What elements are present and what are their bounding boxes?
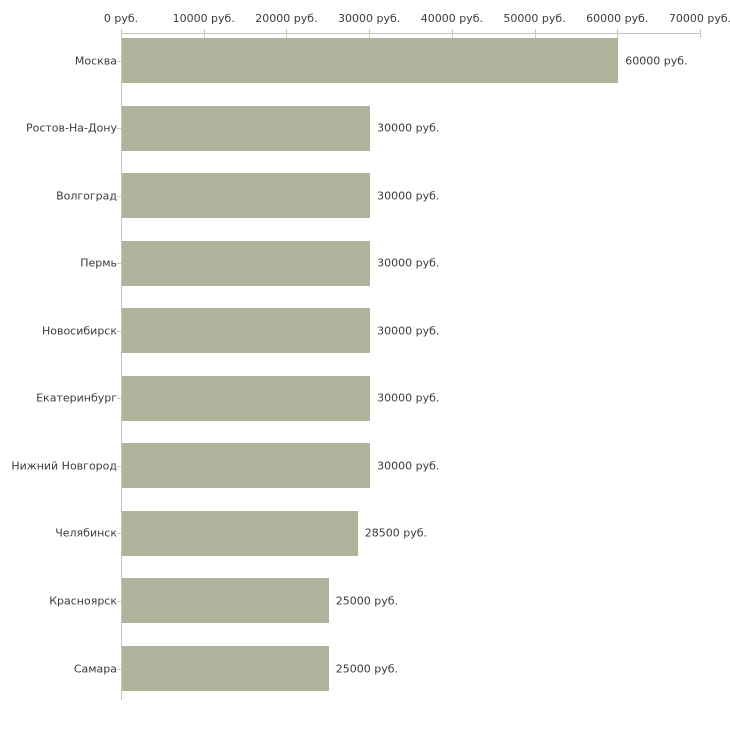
- value-label: 30000 руб.: [377, 121, 440, 135]
- x-tick-mark: [203, 29, 205, 38]
- x-tick-label: 50000 руб.: [503, 12, 566, 25]
- value-label: 60000 руб.: [625, 54, 688, 67]
- bar: [122, 38, 619, 83]
- x-tick-label: 70000 руб.: [668, 12, 730, 25]
- value-label: 25000 руб.: [335, 594, 399, 608]
- y-tick-mark: [117, 533, 122, 535]
- category-label: Ростов-На-Дону: [25, 121, 117, 135]
- y-tick-mark: [117, 128, 122, 130]
- x-tick-label: 30000 руб.: [338, 12, 401, 25]
- x-tick-mark: [451, 29, 453, 38]
- category-label: Волгоград: [56, 189, 117, 203]
- bar: [122, 510, 358, 556]
- value-label: 30000 руб.: [377, 459, 440, 473]
- category-label: Новосибирск: [41, 324, 117, 338]
- bar: [122, 375, 371, 421]
- bar: [122, 173, 371, 219]
- x-tick-mark: [369, 29, 371, 38]
- y-tick-mark: [117, 60, 122, 62]
- category-label: Пермь: [80, 256, 117, 270]
- y-tick-mark: [117, 398, 122, 400]
- x-tick-label: 60000 руб.: [586, 12, 649, 25]
- bar: [122, 240, 371, 286]
- x-tick-mark: [700, 29, 701, 38]
- category-label: Нижний Новгород: [11, 459, 117, 473]
- value-label: 30000 руб.: [377, 391, 440, 405]
- category-label: Екатеринбург: [36, 391, 117, 405]
- category-label: Челябинск: [55, 526, 117, 540]
- x-tick-mark: [534, 29, 536, 38]
- value-label: 28500 руб.: [364, 526, 427, 540]
- x-tick-label: 20000 руб.: [255, 12, 318, 25]
- y-tick-mark: [117, 330, 122, 332]
- category-label: Москва: [74, 54, 117, 67]
- bar: [122, 443, 371, 489]
- category-label: Красноярск: [49, 594, 117, 608]
- x-tick-label: 40000 руб.: [420, 12, 483, 25]
- bar: [122, 308, 371, 354]
- x-tick-mark: [286, 29, 288, 38]
- value-label: 30000 руб.: [377, 256, 440, 270]
- x-tick-mark: [121, 29, 122, 38]
- value-label: 30000 руб.: [377, 189, 440, 203]
- bar: [122, 105, 371, 151]
- y-axis-line: [121, 29, 122, 700]
- bar: [122, 578, 329, 624]
- y-tick-mark: [117, 465, 122, 467]
- y-tick-mark: [117, 195, 122, 197]
- x-axis-line: [121, 33, 701, 34]
- value-label: 30000 руб.: [377, 324, 440, 338]
- y-tick-mark: [117, 668, 122, 670]
- x-tick-mark: [617, 29, 619, 38]
- x-tick-label: 10000 руб.: [172, 12, 235, 25]
- bar: [122, 646, 329, 692]
- x-tick-label: 0 руб.: [103, 12, 139, 25]
- value-label: 25000 руб.: [335, 662, 399, 676]
- y-tick-mark: [117, 263, 122, 265]
- y-tick-mark: [117, 600, 122, 602]
- category-label: Самара: [73, 662, 117, 676]
